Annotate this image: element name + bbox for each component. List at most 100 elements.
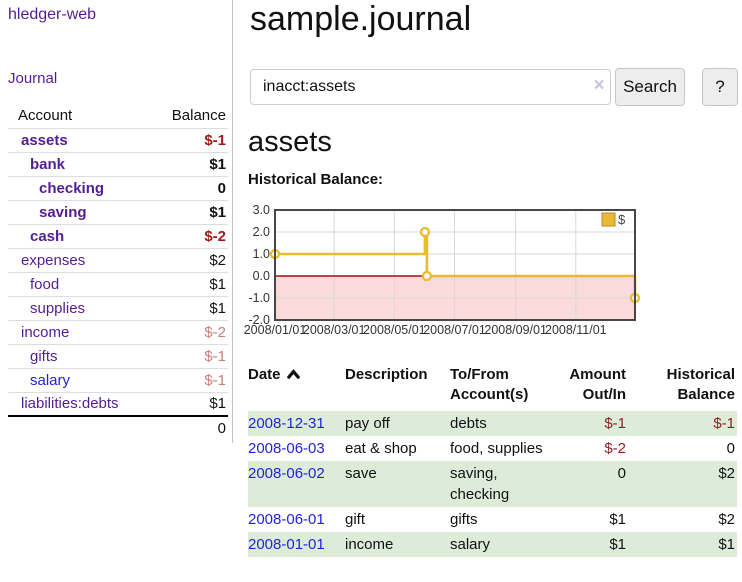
account-balance: $-1: [204, 347, 226, 365]
account-balance: $-2: [204, 227, 226, 245]
transaction-accounts: salary: [450, 536, 491, 553]
account-balance: $1: [209, 155, 226, 173]
historical-balance-chart: $3.0 2.0 1.0 0.0 -1.0 -2.0 2008/01/01 2008/03/0…: [233, 203, 742, 353]
account-balance: $1: [209, 299, 226, 317]
account-link[interactable]: gifts: [30, 347, 58, 365]
account-balance: $-1: [204, 131, 226, 149]
account-row: income $-2: [8, 320, 228, 344]
account-row: bank $1: [8, 152, 228, 176]
transaction-row: 2008-06-01 gift gifts $1 $2: [248, 507, 737, 532]
account-balance: $-2: [204, 323, 226, 341]
account-row: cash $-2: [8, 224, 228, 248]
account-link[interactable]: checking: [39, 179, 105, 197]
svg-text:2008/09/01: 2008/09/01: [484, 323, 547, 337]
sidebar-item-journal[interactable]: Journal: [8, 70, 58, 87]
register-table: Date Description To/From Account(s) Amou…: [248, 363, 737, 557]
search-form: × Search ?: [250, 68, 742, 108]
transaction-amount: $1: [609, 511, 626, 528]
transaction-amount: $1: [609, 536, 626, 553]
account-row: supplies $1: [8, 296, 228, 320]
accounts-total-row: 0: [8, 415, 228, 440]
transaction-description: income: [345, 536, 394, 553]
account-link[interactable]: income: [21, 323, 70, 341]
clear-search-icon[interactable]: ×: [593, 75, 605, 96]
date-column-header[interactable]: Date: [248, 363, 345, 411]
account-row: expenses $2: [8, 248, 228, 272]
transaction-description: pay off: [345, 415, 390, 432]
transaction-accounts: gifts: [450, 511, 478, 528]
account-link[interactable]: food: [30, 275, 60, 293]
line-chart-svg: $3.0 2.0 1.0 0.0 -1.0 -2.02008/01/012008/03/0…: [244, 203, 641, 337]
transaction-description: gift: [345, 511, 366, 528]
account-column-header: Account: [18, 107, 73, 125]
transaction-date-link[interactable]: 2008-12-31: [248, 415, 325, 432]
transaction-accounts: debts: [450, 415, 487, 432]
transaction-amount: $-2: [604, 440, 626, 457]
transaction-row: 2008-12-31 pay off debts $-1 $-1: [248, 411, 737, 436]
accounts-table: Account Balance assets $-1 bank $1 checking 0…: [8, 104, 228, 440]
balance-column-header: Balance: [171, 107, 226, 125]
transaction-balance: $2: [718, 511, 735, 528]
transaction-date-link[interactable]: 2008-06-01: [248, 511, 325, 528]
sort-ascending-icon: [286, 365, 300, 385]
account-balance: $1: [209, 203, 226, 221]
svg-text:2008/01/01: 2008/01/01: [244, 323, 307, 337]
svg-text:2008/11/01: 2008/11/01: [545, 323, 607, 337]
accounts-total-balance: 0: [153, 415, 228, 440]
account-row: liabilities:debts $1: [8, 392, 228, 416]
transaction-description: save: [345, 465, 377, 482]
sidebar: hledger-web Journal Account Balance asse…: [0, 0, 233, 443]
accounts-column-header: To/From Account(s): [450, 366, 529, 403]
transaction-balance: $1: [718, 536, 735, 553]
help-button[interactable]: ?: [702, 68, 738, 106]
search-input[interactable]: [250, 69, 611, 105]
transaction-description: eat & shop: [345, 440, 417, 457]
account-row: food $1: [8, 272, 228, 296]
account-link[interactable]: expenses: [21, 251, 86, 269]
accounts-table-header-row: Account Balance: [8, 104, 228, 128]
svg-text:3.0: 3.0: [253, 205, 270, 217]
account-balance: $1: [209, 275, 226, 293]
account-link[interactable]: assets: [21, 131, 68, 149]
svg-text:2008/07/01: 2008/07/01: [423, 323, 486, 337]
account-row: salary $-1: [8, 368, 228, 392]
transaction-date-link[interactable]: 2008-06-02: [248, 465, 325, 482]
transaction-date-link[interactable]: 2008-06-03: [248, 440, 325, 457]
account-link[interactable]: saving: [39, 203, 87, 221]
transaction-amount: $-1: [604, 415, 626, 432]
register-header-row: Date Description To/From Account(s) Amou…: [248, 363, 737, 411]
app-title-link[interactable]: hledger-web: [8, 6, 97, 23]
svg-text:2.0: 2.0: [253, 225, 270, 239]
balance-column-header: Historical Balance: [666, 366, 735, 403]
account-balance: 0: [217, 179, 226, 197]
account-link[interactable]: cash: [30, 227, 65, 245]
account-balance: $-1: [204, 371, 226, 389]
transaction-row: 2008-01-01 income salary $1 $1: [248, 532, 737, 557]
account-link[interactable]: supplies: [30, 299, 86, 317]
account-link[interactable]: liabilities:debts: [21, 395, 119, 413]
account-link[interactable]: bank: [30, 155, 66, 173]
account-row: checking 0: [8, 176, 228, 200]
amount-column-header: Amount Out/In: [569, 366, 626, 403]
transaction-balance: 0: [726, 440, 735, 457]
account-row: saving $1: [8, 200, 228, 224]
svg-text:-2.0: -2.0: [248, 313, 270, 327]
transaction-row: 2008-06-02 save saving, checking 0 $2: [248, 461, 737, 507]
svg-text:$: $: [618, 212, 626, 227]
transaction-amount: 0: [617, 465, 626, 482]
svg-text:1.0: 1.0: [253, 247, 270, 261]
svg-text:2008/03/01: 2008/03/01: [303, 323, 366, 337]
account-link[interactable]: salary: [30, 371, 71, 389]
transaction-row: 2008-06-03 eat & shop food, supplies $-2 0: [248, 436, 737, 461]
page-title: sample.journal: [250, 0, 472, 38]
account-row: assets $-1: [8, 128, 228, 152]
account-balance: $1: [209, 395, 226, 413]
chart-title: Historical Balance:: [248, 171, 384, 188]
accounts-total-spacer: [8, 415, 154, 440]
transaction-date-link[interactable]: 2008-01-01: [248, 536, 325, 553]
account-row: gifts $-1: [8, 344, 228, 368]
account-heading: assets: [248, 126, 332, 158]
transaction-accounts: saving, checking: [450, 465, 510, 503]
search-button[interactable]: Search: [615, 68, 685, 106]
